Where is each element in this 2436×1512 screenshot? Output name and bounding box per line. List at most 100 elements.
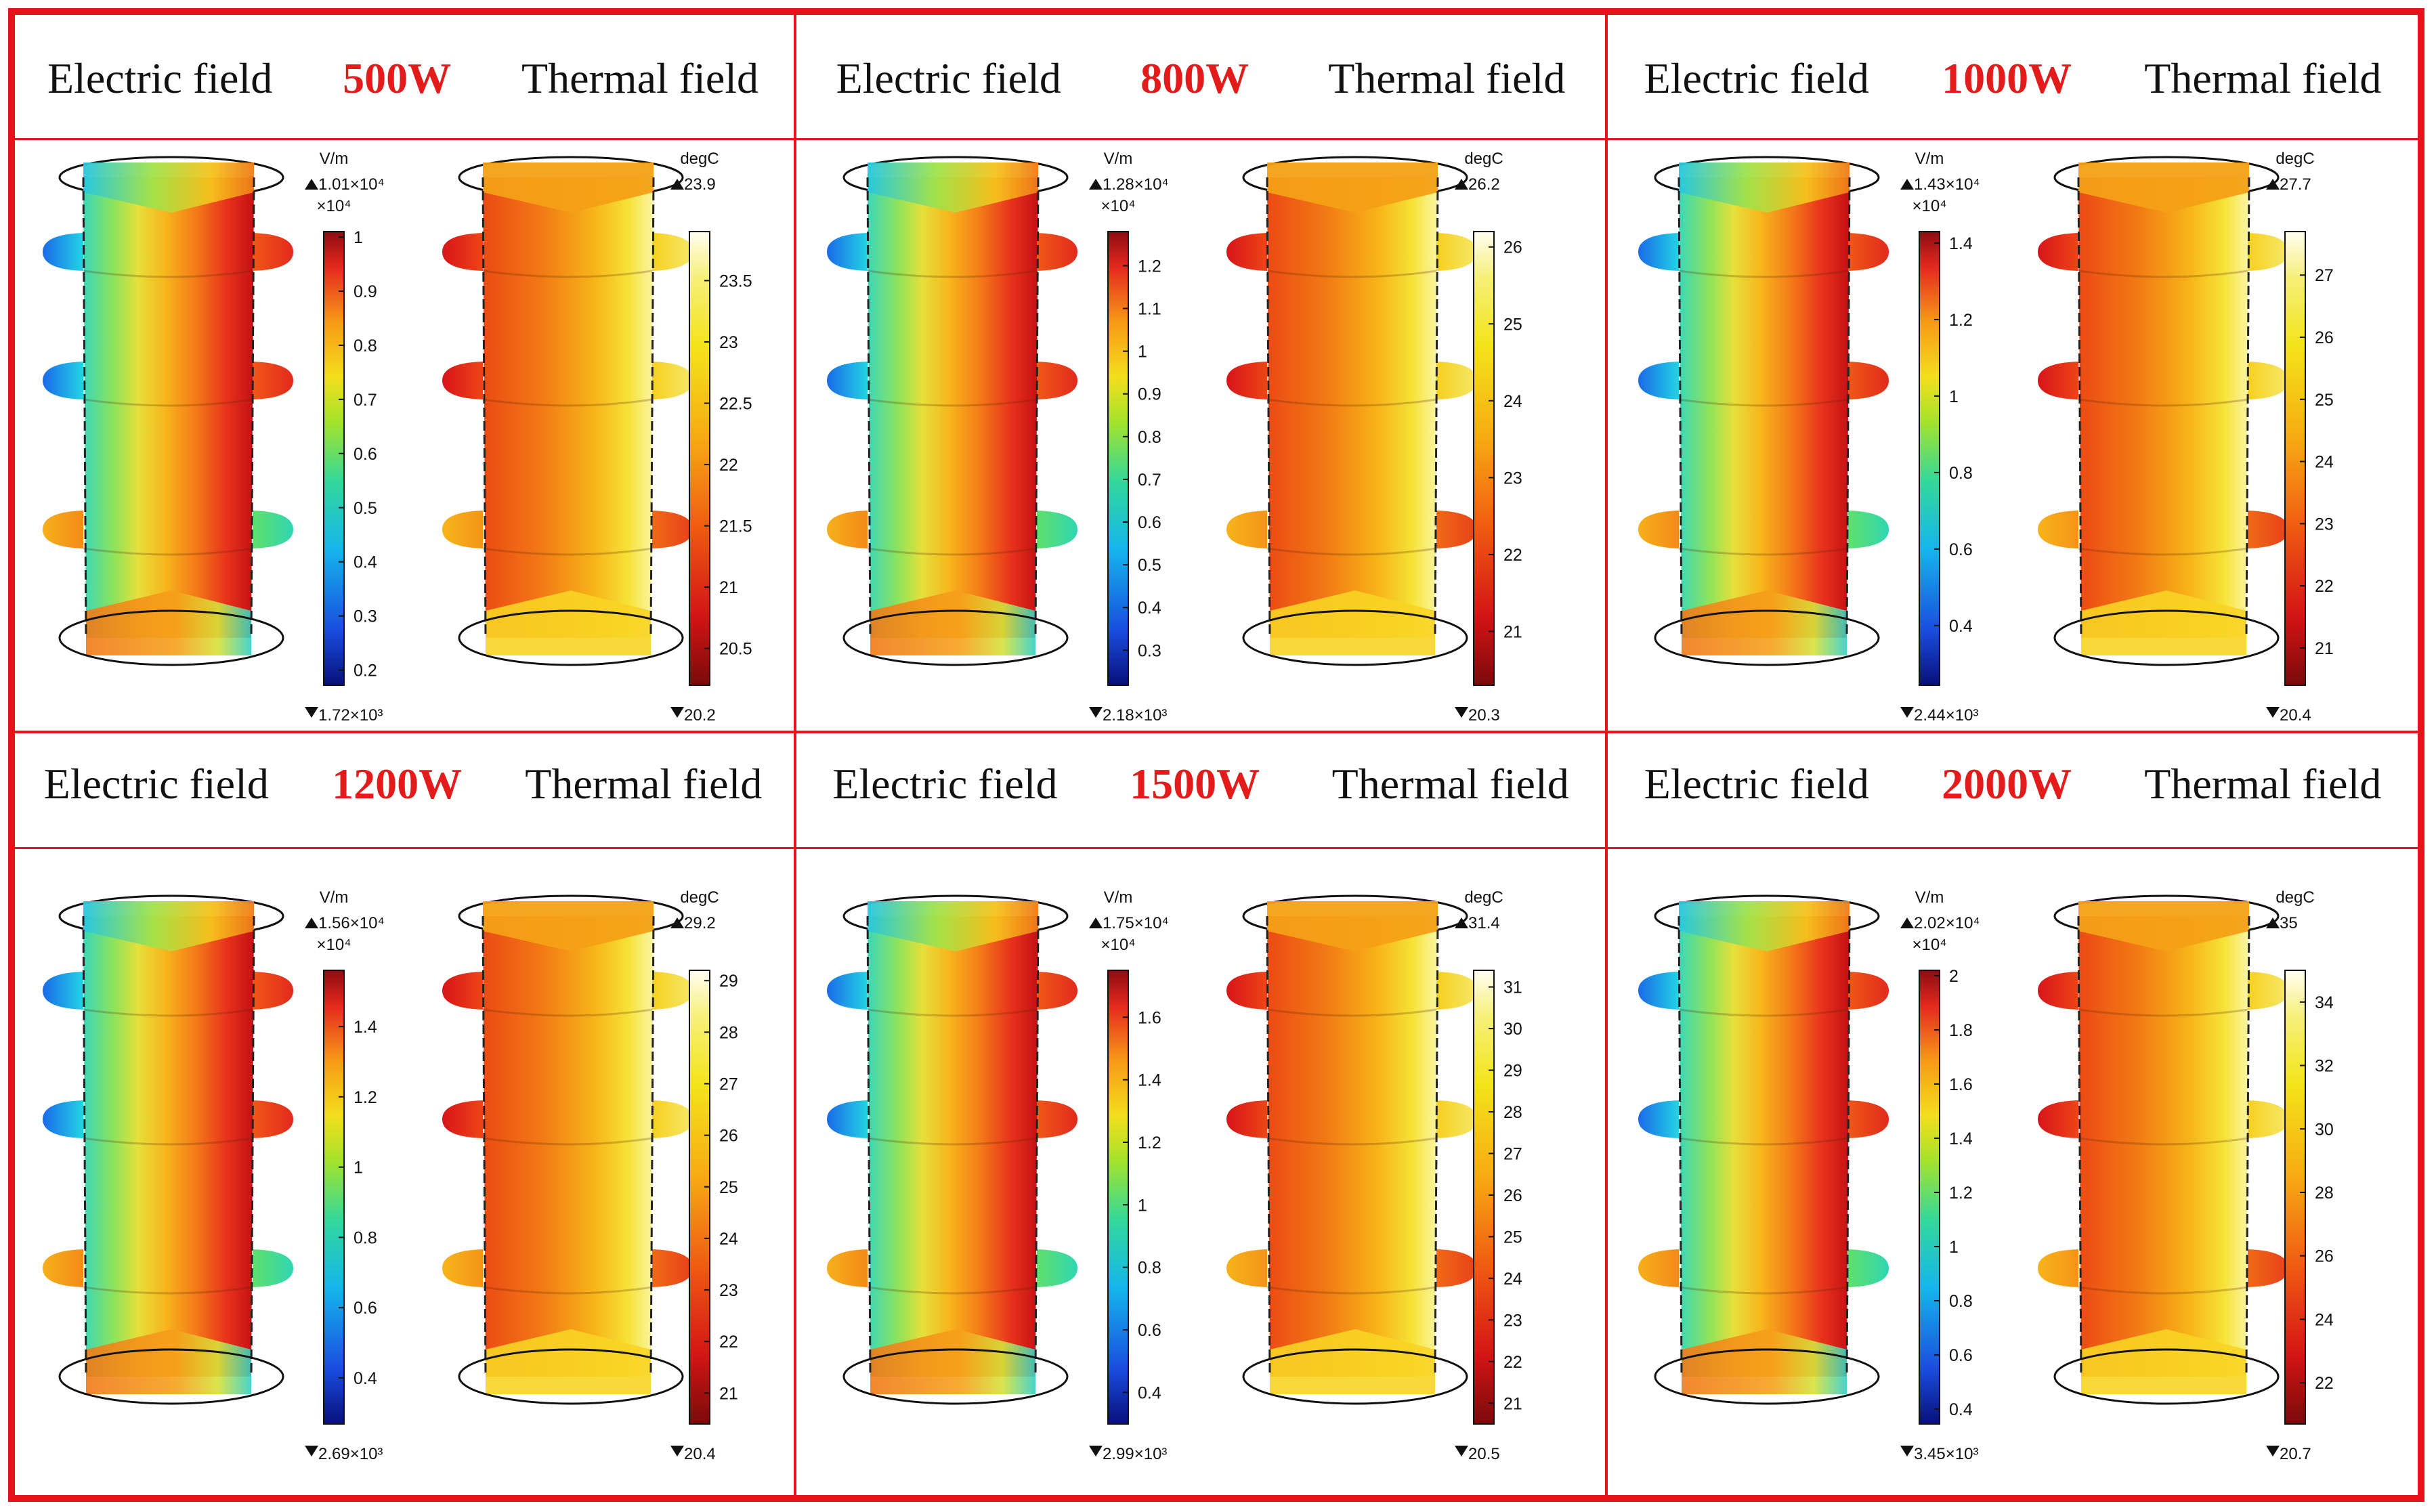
e-edge-left <box>866 177 872 639</box>
e-bottom-ring <box>842 609 1069 666</box>
e-colorbar <box>1107 231 1129 686</box>
t-fin-seam <box>1266 1008 1437 1017</box>
e-bottom-ring <box>58 1348 284 1405</box>
panel-1500w: Electric field 1500W Thermal field V/m 1.75×… <box>796 733 1605 1502</box>
e-unit-label: V/m <box>320 150 349 168</box>
t-bottom-wedge <box>486 590 651 655</box>
t-bottom-ring <box>1242 609 1468 666</box>
e-bottom-wedge <box>870 590 1035 655</box>
e-tick-label: 1 <box>354 228 363 247</box>
e-tick-label: 2 <box>1949 967 1959 986</box>
thermal-field-plot: degC 31.4 31 30 29 28 27 26 25 24 23 22 21 20.5 <box>1226 889 1522 1463</box>
e-colorbar <box>1107 970 1129 1425</box>
thermal-field-label: Thermal field <box>521 54 759 102</box>
t-tick-label: 23 <box>719 333 738 352</box>
t-fin-seam <box>1266 1286 1437 1295</box>
e-tick-label: 1.1 <box>1138 300 1161 319</box>
e-edge-right <box>1034 915 1040 1377</box>
e-top-wedge <box>83 163 254 213</box>
e-fin-seam <box>83 547 253 556</box>
t-bottom-wedge <box>2081 590 2246 655</box>
t-tick-label: 21 <box>1503 623 1522 642</box>
thermal-field-plot: degC 26.2 26 25 24 23 22 21 20.3 <box>1226 150 1522 725</box>
t-min-value: 20.3 <box>1468 706 1500 725</box>
t-fin-left <box>2038 511 2078 548</box>
t-max-value: 29.2 <box>684 914 716 932</box>
t-bottom-wedge <box>2081 1329 2246 1394</box>
e-fin-left <box>43 972 83 1010</box>
e-tick-label: 1 <box>1138 1196 1147 1215</box>
t-tick-label: 28 <box>2315 1184 2334 1203</box>
t-colorbar <box>2284 970 2306 1425</box>
t-fin-left <box>1226 511 1267 548</box>
electric-field-plot: V/m 1.43×10⁴ ×10⁴ 1.4 1.2 1 0.8 0.6 0.4 2.44×10³ <box>1638 150 1980 725</box>
t-bottom-ring <box>458 1348 684 1405</box>
t-unit-label: degC <box>2275 889 2314 907</box>
power-label: 1000W <box>1942 54 2072 102</box>
e-multiplier: ×10⁴ <box>316 197 351 215</box>
e-fin-right <box>1848 362 1889 399</box>
t-fin-seam <box>2078 1008 2248 1017</box>
e-edge-right <box>250 177 255 639</box>
e-fin-left <box>43 362 83 399</box>
t-max-triangle <box>1455 179 1468 190</box>
e-fin-seam <box>83 1137 253 1146</box>
e-fin-seam <box>83 269 253 278</box>
column-divider-2 <box>1605 9 1608 1499</box>
e-fin-left <box>1638 362 1679 399</box>
e-unit-label: V/m <box>1915 889 1944 907</box>
power-label: 1500W <box>1130 760 1260 808</box>
e-fin-left <box>1638 233 1679 271</box>
t-fin-seam <box>482 1008 653 1017</box>
t-min-triangle <box>670 707 684 718</box>
t-tick-label: 26 <box>1503 1186 1522 1205</box>
electric-field-label: Electric field <box>1644 54 1869 102</box>
t-tick-label: 26 <box>2315 1247 2334 1266</box>
t-fin-left <box>2038 1249 2078 1287</box>
electric-field-plot: V/m 1.75×10⁴ ×10⁴ 1.6 1.4 1.2 1 0.8 0.6 0.4 2.99×1… <box>827 889 1169 1463</box>
t-tick-label: 26 <box>719 1127 738 1146</box>
t-top-wedge <box>1267 163 1438 213</box>
e-tick-label: 1.2 <box>1138 1133 1161 1152</box>
e-fin-left <box>1638 511 1679 548</box>
t-tick-label: 22 <box>719 1333 738 1352</box>
t-tick-label: 23 <box>2315 515 2334 534</box>
e-fin-right <box>253 1249 293 1287</box>
e-tick-label: 1 <box>1138 343 1147 362</box>
t-colorbar <box>2284 231 2306 686</box>
t-fin-left <box>1226 233 1267 271</box>
e-tick-label: 0.8 <box>1949 1292 1973 1311</box>
t-cylinder-body <box>2078 177 2249 638</box>
t-fin-left <box>442 972 483 1010</box>
t-bottom-wedge <box>1270 1329 1435 1394</box>
e-tick-label: 0.4 <box>354 1369 377 1388</box>
e-edge-left <box>866 915 872 1377</box>
e-tick-label: 0.4 <box>1949 617 1973 636</box>
e-fin-seam <box>1678 398 1849 407</box>
t-tick-label: 25 <box>719 1178 738 1197</box>
electric-field-label: Electric field <box>43 760 269 808</box>
electric-field-label: Electric field <box>47 54 273 102</box>
t-fin-seam <box>2078 398 2248 407</box>
t-tick-label: 30 <box>2315 1120 2334 1139</box>
panel-2000w: Electric field 2000W Thermal field V/m 2.02×… <box>1608 733 2418 1502</box>
t-cylinder-body <box>2078 916 2249 1377</box>
t-tick-label: 21 <box>2315 639 2334 658</box>
t-fin-right <box>2248 972 2288 1010</box>
t-fin-seam <box>482 547 653 556</box>
e-bottom-wedge <box>86 590 251 655</box>
t-top-wedge <box>483 163 654 213</box>
e-multiplier: ×10⁴ <box>1101 197 1135 215</box>
row-divider <box>9 731 2424 733</box>
e-fin-right <box>1848 233 1889 271</box>
e-fin-right <box>253 1100 293 1138</box>
e-cylinder-body <box>83 916 254 1377</box>
e-max-value: 2.02×10⁴ <box>1914 914 1980 932</box>
t-tick-label: 22 <box>1503 546 1522 565</box>
e-bottom-wedge <box>86 1329 251 1394</box>
t-fin-left <box>442 1100 483 1138</box>
e-cylinder-body <box>83 177 254 638</box>
t-colorbar <box>689 970 710 1425</box>
e-cylinder-body <box>868 916 1038 1377</box>
t-edge-left <box>482 177 487 639</box>
